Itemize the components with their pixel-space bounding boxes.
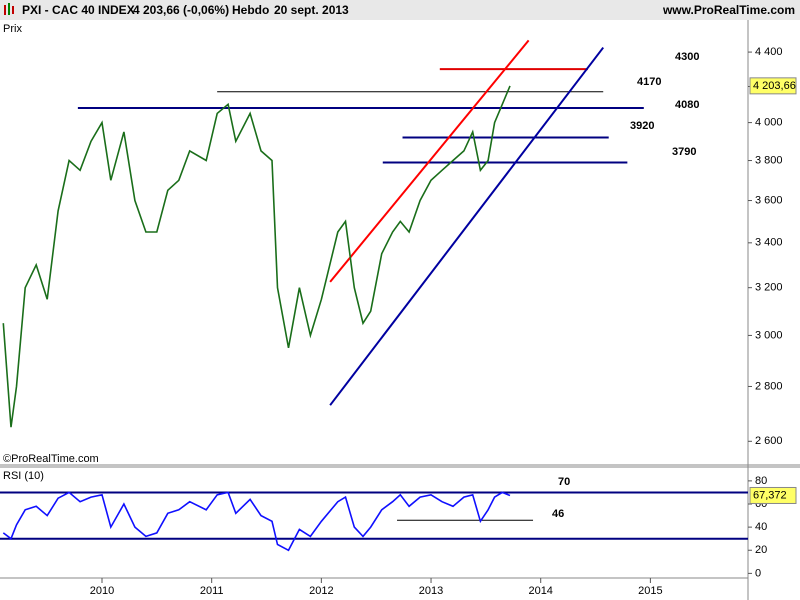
level-label: 46 [552, 508, 564, 520]
x-tick-label: 2010 [90, 585, 114, 597]
period: Hebdo [232, 3, 269, 17]
panel-title: RSI (10) [3, 470, 44, 482]
date: 20 sept. 2013 [274, 3, 349, 17]
header-icon [4, 3, 14, 15]
watermark: ©ProRealTime.com [3, 453, 99, 465]
trend-line [329, 46, 605, 406]
level-label: 3790 [672, 146, 696, 158]
header-bar [0, 0, 800, 20]
x-tick-label: 2015 [638, 585, 662, 597]
series-line [2, 85, 511, 428]
y-tick-label: 4 400 [755, 46, 783, 58]
y-tick-label: 3 600 [755, 194, 783, 206]
site: www.ProRealTime.com [662, 3, 795, 17]
level-label: 4080 [675, 99, 699, 111]
x-tick-label: 2013 [419, 585, 443, 597]
y-tick-label: 3 000 [755, 329, 783, 341]
last-value-box [749, 77, 797, 95]
level-label: 4170 [637, 76, 661, 88]
last-value-label: 67,372 [753, 489, 787, 501]
y-tick-label: 2 800 [755, 380, 783, 392]
y-tick-label: 3 200 [755, 282, 783, 294]
last-value-box [749, 486, 797, 504]
x-tick-label: 2011 [200, 585, 224, 597]
y-tick-label: 40 [755, 521, 767, 533]
y-tick-label: 2 600 [755, 435, 783, 447]
level-label: 4300 [675, 51, 699, 63]
y-tick-label: 4 000 [755, 116, 783, 128]
y-tick-label: 20 [755, 544, 767, 556]
trend-line [329, 39, 530, 283]
x-tick-label: 2014 [528, 585, 552, 597]
y-tick-label: 80 [755, 475, 767, 487]
y-tick-label: 3 400 [755, 237, 783, 249]
symbol: PXI - CAC 40 INDEX [22, 3, 135, 17]
x-tick-label: 2012 [309, 585, 333, 597]
last-value-label: 4 203,66 [753, 80, 796, 92]
y-tick-label: 3 800 [755, 154, 783, 166]
panel-title: Prix [3, 23, 22, 35]
level-label: 70 [558, 476, 570, 488]
quote: 4 203,66 (-0,06%) [133, 3, 229, 17]
series-line [2, 491, 511, 552]
level-label: 3920 [630, 120, 654, 132]
y-tick-label: 0 [755, 567, 761, 579]
